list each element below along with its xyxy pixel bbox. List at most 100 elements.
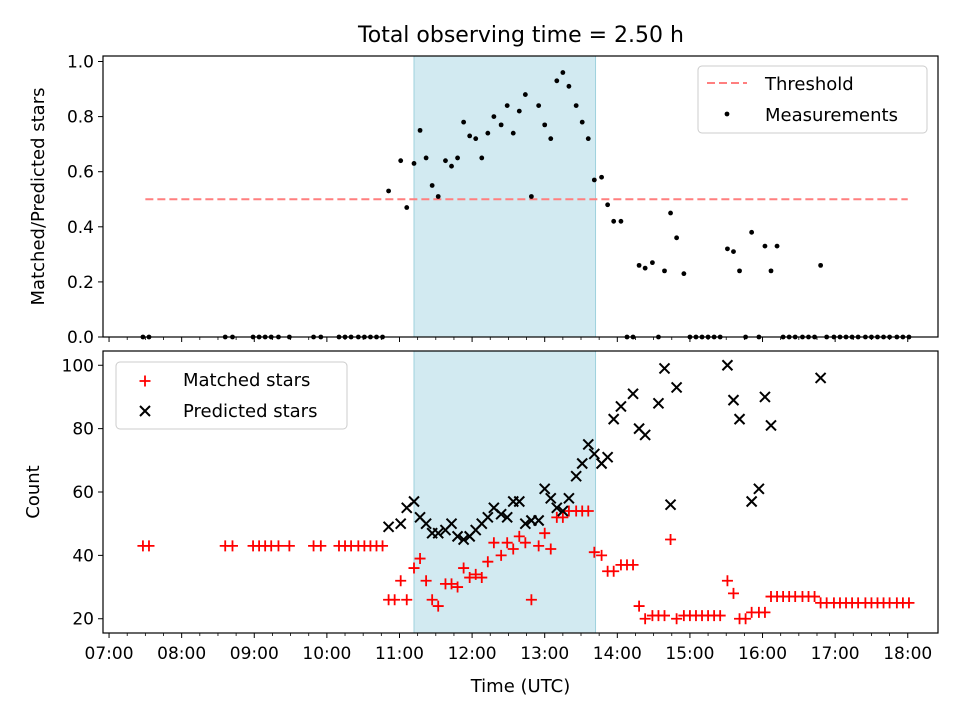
matched-stars-point xyxy=(582,505,594,517)
x-tick-label: 16:00 xyxy=(738,644,787,664)
matched-stars-point xyxy=(420,575,432,587)
legend-predicted-label: Predicted stars xyxy=(183,401,317,422)
matched-stars-point xyxy=(476,572,488,584)
matched-stars-point xyxy=(446,578,458,590)
measurement-point xyxy=(423,155,429,161)
y-tick-label: 40 xyxy=(72,546,94,566)
matched-stars-point xyxy=(727,587,739,599)
predicted-stars-point xyxy=(432,527,444,539)
y-tick-label: 0.4 xyxy=(67,218,94,238)
x-tick-label: 13:00 xyxy=(520,644,569,664)
predicted-stars-point xyxy=(495,508,507,520)
matched-stars-point xyxy=(659,610,671,622)
matched-stars-point xyxy=(452,581,464,593)
matched-stars-point xyxy=(143,540,155,552)
measurement-point xyxy=(404,205,410,210)
matched-stars-point xyxy=(533,540,545,552)
x-tick-label: 09:00 xyxy=(230,644,279,664)
y-tick-label: 0.8 xyxy=(67,108,94,128)
matched-stars-point xyxy=(545,543,557,555)
measurement-point xyxy=(579,119,585,125)
matched-stars-point xyxy=(627,559,639,571)
matched-stars-point xyxy=(633,600,645,612)
predicted-stars-point xyxy=(501,511,513,524)
predicted-stars-point xyxy=(570,470,582,482)
matched-stars-point xyxy=(608,565,620,577)
measurement-point xyxy=(504,103,510,108)
measurement-point xyxy=(585,136,591,142)
predicted-stars-point xyxy=(733,413,746,425)
measurement-point xyxy=(605,202,611,208)
legend-predicted-swatch xyxy=(139,405,151,417)
measurement-point xyxy=(566,83,572,89)
predicted-stars-point xyxy=(670,381,683,394)
measurement-point xyxy=(599,174,604,180)
matched-stars-point xyxy=(507,543,519,555)
matched-stars-point xyxy=(714,610,726,622)
matched-stars-point xyxy=(759,606,771,618)
matched-stars-point xyxy=(740,613,752,625)
measurement-point xyxy=(479,155,485,161)
y-tick-label: 60 xyxy=(72,483,94,503)
legend-box xyxy=(697,65,928,134)
x-axis-label: Time (UTC) xyxy=(470,676,571,697)
matched-stars-point xyxy=(426,594,438,606)
predicted-stars-point xyxy=(394,517,407,530)
x-tick-label: 17:00 xyxy=(811,644,860,664)
matched-stars-point xyxy=(395,575,407,587)
measurement-point xyxy=(642,265,648,271)
measurement-point xyxy=(636,262,642,268)
matched-stars-point xyxy=(389,594,401,606)
measurement-point xyxy=(455,155,460,161)
predicted-stars-point xyxy=(538,483,551,495)
predicted-stars-point xyxy=(753,483,765,495)
matched-stars-point xyxy=(557,511,569,523)
measurement-point xyxy=(510,130,516,136)
matched-stars-point xyxy=(495,549,507,561)
measurement-point xyxy=(417,127,423,133)
measurement-point xyxy=(522,92,528,97)
measurement-point xyxy=(443,158,448,164)
matched-stars-point xyxy=(501,537,513,549)
predicted-stars-point xyxy=(551,502,563,514)
measurement-point xyxy=(650,260,655,266)
y-tick-label: 0.6 xyxy=(67,163,94,183)
predicted-stars-point xyxy=(545,492,557,505)
predicted-stars-point xyxy=(765,419,777,432)
measurement-point xyxy=(774,243,780,249)
predicted-stars-point xyxy=(420,517,432,530)
predicted-stars-point xyxy=(582,438,594,451)
measurement-point xyxy=(473,136,479,142)
y-tick-label: 100 xyxy=(62,356,94,376)
measurement-point xyxy=(560,70,566,75)
measurement-point xyxy=(762,243,768,249)
predicted-stars-point xyxy=(745,495,758,508)
matched-stars-point xyxy=(401,594,413,606)
predicted-stars-point xyxy=(615,400,627,413)
y-tick-label: 20 xyxy=(72,610,94,630)
predicted-stars-point xyxy=(513,495,525,508)
x-tick-label: 12:00 xyxy=(448,644,497,664)
y-tick-label: 1.0 xyxy=(67,53,94,73)
measurement-point xyxy=(749,229,755,235)
measurement-point xyxy=(668,210,673,216)
matched-stars-point xyxy=(458,562,470,574)
matched-stars-point xyxy=(315,540,327,552)
measurement-point xyxy=(737,268,742,274)
matched-stars-point xyxy=(671,613,683,625)
predicted-stars-point xyxy=(457,533,470,546)
predicted-stars-point xyxy=(727,394,740,406)
predicted-stars-point xyxy=(658,362,671,375)
legend-measurements-label: Measurements xyxy=(765,105,898,126)
matched-stars-point xyxy=(721,575,733,587)
y-axis-label: Count xyxy=(23,465,44,518)
matched-stars-point xyxy=(809,591,821,603)
measurement-point xyxy=(542,122,548,128)
matched-stars-point xyxy=(470,568,482,580)
y-tick-label: 0.2 xyxy=(67,273,94,293)
measurement-point xyxy=(573,103,579,108)
measurement-point xyxy=(398,158,404,164)
matched-stars-point xyxy=(588,546,600,558)
legend-box xyxy=(115,361,348,430)
